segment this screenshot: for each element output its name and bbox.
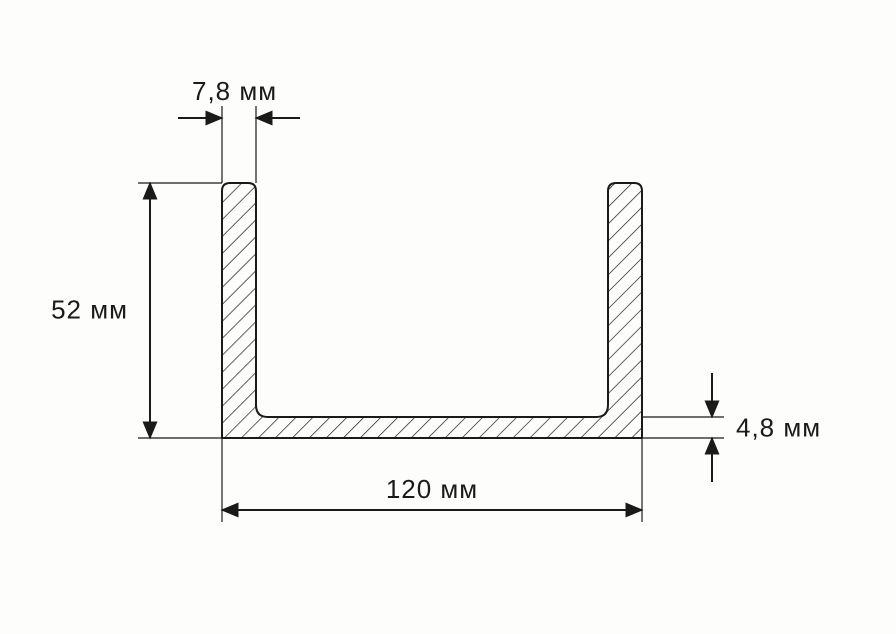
dimension-label-height: 52 мм [51,295,128,325]
dimension-label-width: 120 мм [386,474,478,504]
dimension-label-flange: 7,8 мм [192,76,277,106]
dimension-label-web: 4,8 мм [736,413,821,443]
channel-cross-section [222,183,642,438]
channel-profile-diagram: 120 мм 52 мм 7,8 мм 4,8 мм [0,0,896,634]
